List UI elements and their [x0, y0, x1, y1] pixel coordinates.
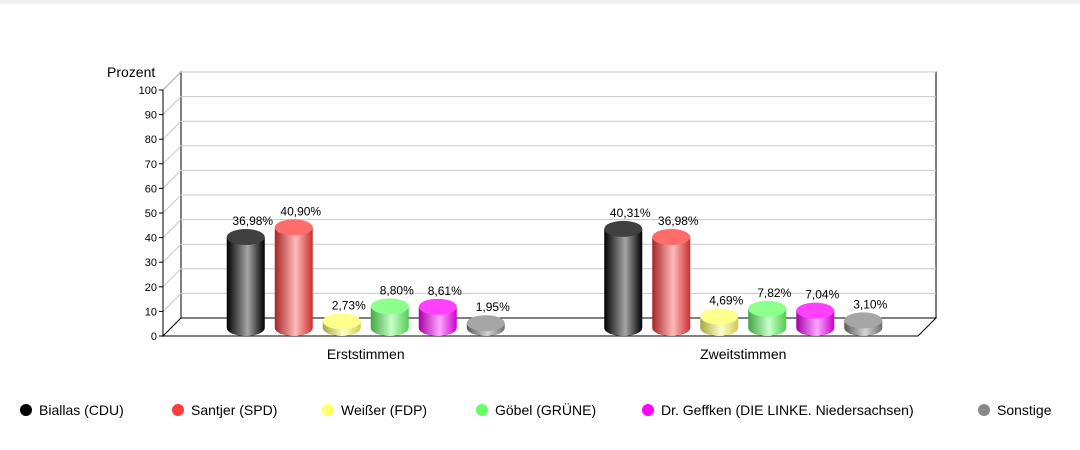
y-tick-label: 40 [145, 233, 157, 245]
legend-item: Sonstige [978, 402, 1051, 418]
legend-marker [476, 404, 488, 416]
bar [322, 313, 361, 336]
data-label: 2,73% [332, 298, 366, 312]
data-label: 8,61% [428, 284, 462, 298]
bar [466, 315, 505, 336]
y-tick-label: 30 [145, 257, 157, 269]
legend-item: Biallas (CDU) [20, 402, 124, 418]
y-tick-label: 10 [145, 306, 157, 318]
data-label: 36,98% [232, 214, 273, 228]
legend: Biallas (CDU) Santjer (SPD) Weißer (FDP) Gö… [0, 394, 1080, 428]
legend-label: Dr. Geffken (DIE LINKE. Niedersachsen) [661, 402, 914, 418]
bar [604, 220, 643, 336]
legend-item: Göbel (GRÜNE) [476, 402, 596, 418]
category-label: Erststimmen [327, 346, 405, 362]
bar-chart: 0 10 20 30 40 50 60 70 80 90 100 36,98% 40,90% 2,73%… [107, 64, 938, 362]
y-axis-label: Prozent [107, 64, 155, 80]
data-label: 7,82% [757, 286, 791, 300]
data-labels: 36,98% 40,90% 2,73% 8,80% 8,61% 1,95% 40,31% 36… [232, 204, 887, 314]
legend-marker [978, 404, 990, 416]
legend-label: Weißer (FDP) [341, 402, 428, 418]
bar [418, 298, 457, 336]
legend-label: Sonstige [997, 402, 1052, 418]
data-label: 1,95% [476, 300, 510, 314]
y-tick-label: 100 [139, 85, 157, 97]
data-label: 36,98% [658, 214, 699, 228]
bars [226, 219, 883, 336]
bar [370, 298, 409, 336]
y-tick-label: 0 [151, 331, 157, 343]
legend-marker [642, 404, 654, 416]
y-tick-label: 60 [145, 183, 157, 195]
data-label: 3,10% [853, 297, 887, 311]
category-label: Zweitstimmen [700, 346, 786, 362]
bar [748, 300, 787, 336]
legend-marker [20, 404, 32, 416]
legend-item: Dr. Geffken (DIE LINKE. Niedersachsen) [642, 402, 914, 418]
y-tick-label: 50 [145, 208, 157, 220]
legend-item: Weißer (FDP) [322, 402, 427, 418]
y-tick-label: 70 [145, 159, 157, 171]
legend-marker [172, 404, 184, 416]
top-bar [0, 0, 1080, 4]
data-label: 4,69% [709, 293, 743, 307]
bar [844, 312, 883, 336]
y-tick-label: 20 [145, 282, 157, 294]
legend-item: Santjer (SPD) [172, 402, 277, 418]
legend-marker [322, 404, 334, 416]
bar [700, 308, 739, 336]
category-labels: Erststimmen Zweitstimmen [327, 346, 787, 362]
y-tick-label: 80 [145, 134, 157, 146]
legend-label: Göbel (GRÜNE) [495, 402, 597, 418]
y-axis-ticks: 0 10 20 30 40 50 60 70 80 90 100 [139, 85, 164, 343]
legend-label: Santjer (SPD) [191, 402, 278, 418]
data-label: 40,31% [610, 206, 651, 220]
y-tick-label: 90 [145, 110, 157, 122]
legend-label: Biallas (CDU) [39, 402, 124, 418]
bar [796, 302, 835, 336]
bar [652, 229, 691, 336]
data-label: 7,04% [805, 288, 839, 302]
data-label: 40,90% [280, 204, 321, 218]
bar [274, 219, 313, 336]
bar [226, 229, 265, 336]
data-label: 8,80% [380, 283, 414, 297]
